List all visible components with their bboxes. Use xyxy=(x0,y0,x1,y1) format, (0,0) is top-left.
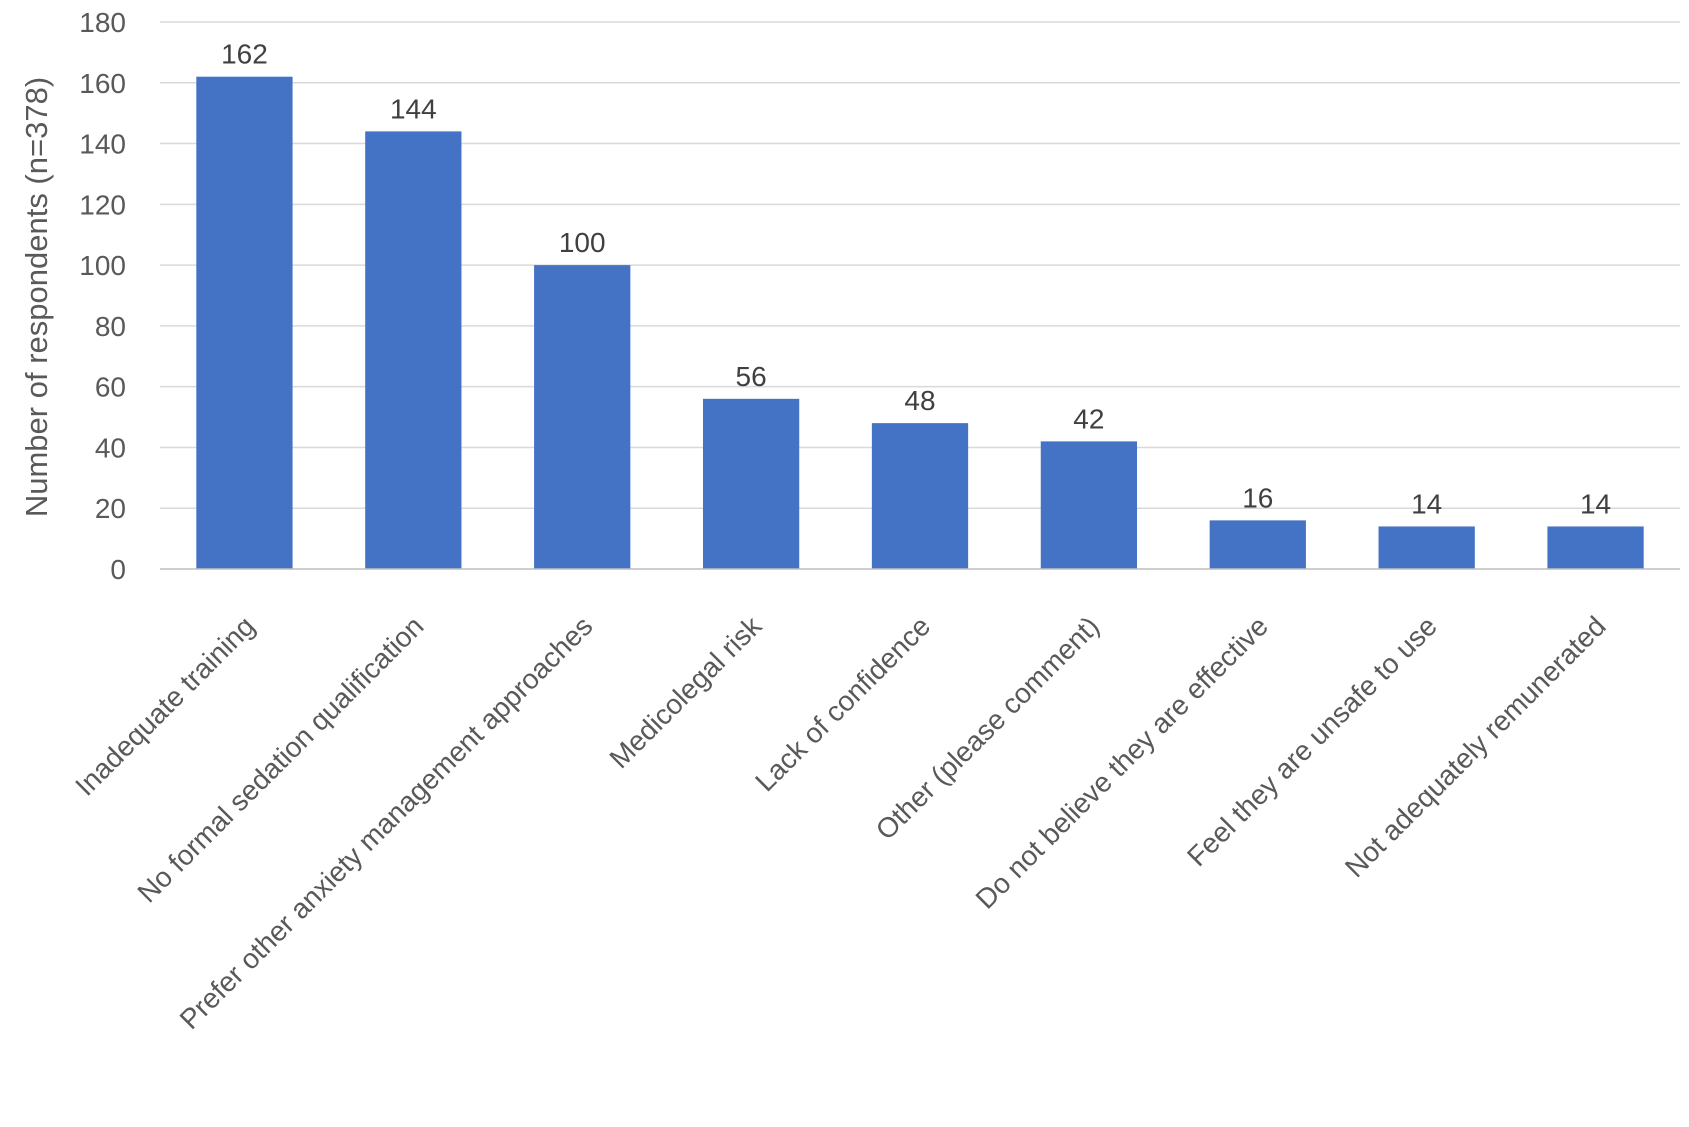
y-tick-label: 140 xyxy=(79,129,126,160)
x-tick-label: Lack of confidence xyxy=(749,610,936,797)
y-tick-label: 100 xyxy=(79,250,126,281)
x-tick-label: Medicolegal risk xyxy=(603,610,768,775)
y-tick-label: 0 xyxy=(110,554,126,585)
bar xyxy=(702,398,800,569)
bar xyxy=(1378,526,1475,569)
data-label: 48 xyxy=(904,385,935,416)
bars xyxy=(196,76,1644,569)
bar xyxy=(365,131,462,569)
y-tick-label: 40 xyxy=(95,432,126,463)
bar xyxy=(871,423,969,569)
y-tick-label: 20 xyxy=(95,493,126,524)
data-label: 14 xyxy=(1580,488,1611,519)
x-tick-label: Inadequate training xyxy=(69,610,260,801)
y-tick-label: 60 xyxy=(95,372,126,403)
y-tick-label: 120 xyxy=(79,189,126,220)
data-label: 162 xyxy=(221,39,268,70)
x-tick-label: No formal sedation qualification xyxy=(131,610,429,908)
y-tick-label: 80 xyxy=(95,311,126,342)
data-label: 14 xyxy=(1411,488,1442,519)
bar xyxy=(534,265,631,569)
y-tick-label: 160 xyxy=(79,68,126,99)
y-axis-ticks: 0 20 40 60 80 100 120 140 160 180 xyxy=(79,7,126,585)
x-tick-label: Do not believe they are effective xyxy=(970,610,1274,914)
data-label: 144 xyxy=(390,93,437,124)
y-tick-label: 180 xyxy=(79,7,126,38)
bar xyxy=(1209,520,1306,569)
data-label: 100 xyxy=(559,227,606,258)
data-label: 42 xyxy=(1073,403,1104,434)
data-label: 16 xyxy=(1242,482,1273,513)
bar xyxy=(196,76,293,569)
data-label: 56 xyxy=(736,361,767,392)
bar xyxy=(1040,441,1138,569)
bar xyxy=(1547,526,1644,569)
y-axis-title: Number of respondents (n=378) xyxy=(19,77,54,517)
data-labels: 162 144 100 56 48 42 16 14 14 xyxy=(221,39,1611,520)
